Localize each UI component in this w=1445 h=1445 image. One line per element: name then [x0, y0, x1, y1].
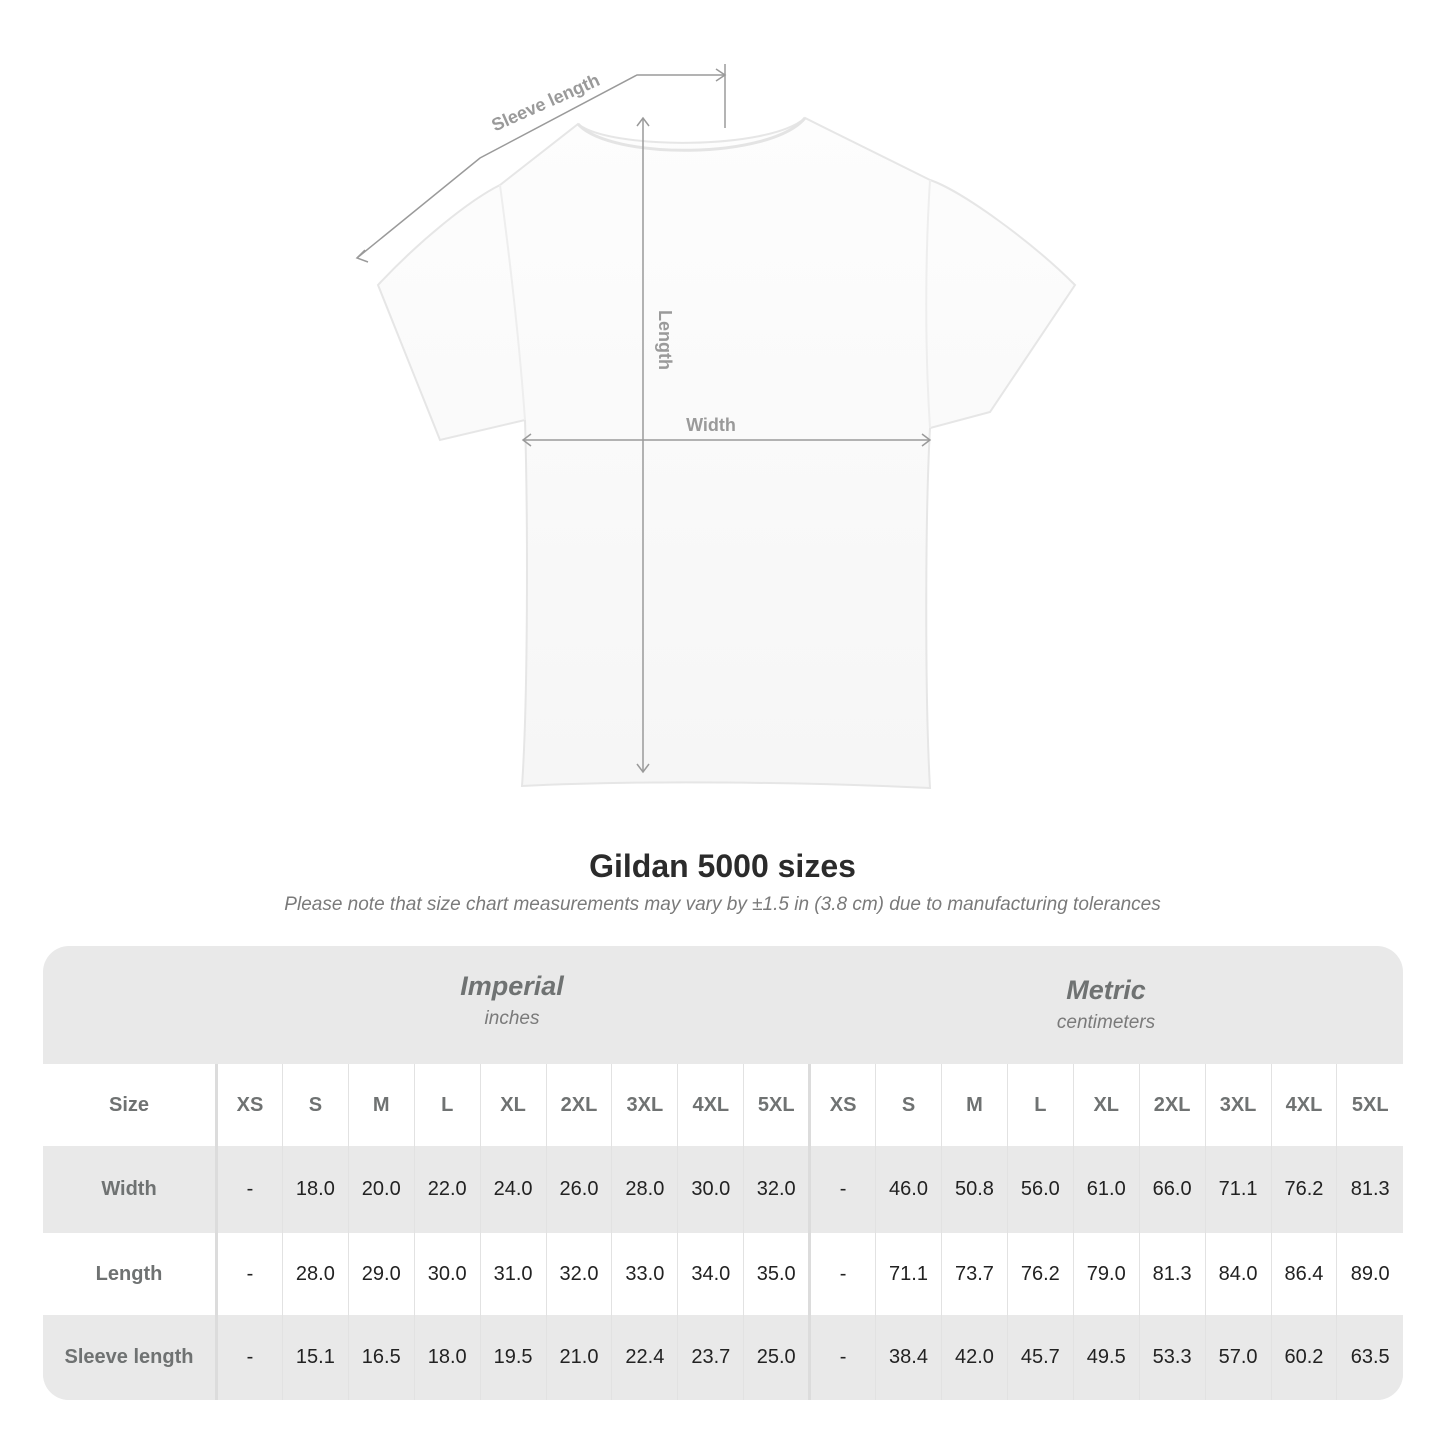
imperial-value-cell: 20.0	[347, 1146, 415, 1233]
length-label: Length	[655, 310, 675, 370]
imperial-title: Imperial	[460, 971, 564, 1001]
imperial-value-cell: 30.0	[677, 1146, 744, 1233]
imperial-value-cell: 31.0	[479, 1233, 547, 1315]
metric-value-cell: 61.0	[1072, 1146, 1140, 1233]
imperial-size-header: S	[281, 1064, 349, 1146]
size-header-row: Size XS S M L XL 2XL 3XL 4XL 5XL XS S M L XL 2XL 3XL 4XL 5…	[43, 1064, 1403, 1146]
imperial-size-header: 4XL	[677, 1064, 744, 1146]
imperial-value-cell: 29.0	[347, 1233, 415, 1315]
table-row: Sleeve length -15.1 16.5 18.0 19.5 21.0 22.4 23…	[43, 1315, 1403, 1400]
size-table: Imperial inches Metric centimeters Size X…	[43, 946, 1403, 1400]
metric-value-cell: 49.5	[1072, 1315, 1140, 1400]
imperial-size-header: XL	[479, 1064, 547, 1146]
imperial-value-cell: 18.0	[413, 1315, 481, 1400]
page-title: Gildan 5000 sizes	[589, 848, 856, 884]
imperial-value-cell: 22.4	[611, 1315, 678, 1400]
imperial-value-cell: 32.0	[545, 1233, 612, 1315]
metric-value-cell: 45.7	[1006, 1315, 1074, 1400]
metric-size-header: XS	[808, 1064, 876, 1146]
metric-value-cell: 76.2	[1270, 1146, 1337, 1233]
metric-value-cell: 46.0	[875, 1146, 942, 1233]
imperial-size-header: 5XL	[743, 1064, 810, 1146]
metric-size-header: 3XL	[1204, 1064, 1271, 1146]
metric-size-header: S	[875, 1064, 942, 1146]
imperial-value-cell: 28.0	[281, 1233, 349, 1315]
row-label: Length	[43, 1233, 218, 1315]
imperial-value-cell: 18.0	[281, 1146, 349, 1233]
sleeve-seams	[499, 179, 931, 429]
tolerance-note: Please note that size chart measurements…	[284, 894, 1161, 915]
metric-size-header: M	[940, 1064, 1008, 1146]
size-grid: Size XS S M L XL 2XL 3XL 4XL 5XL XS S M L XL 2XL 3XL 4XL 5…	[43, 1064, 1403, 1400]
metric-value-cell: 89.0	[1336, 1233, 1403, 1315]
size-label: Size	[43, 1064, 218, 1146]
imperial-unit: inches	[484, 1008, 540, 1029]
imperial-value-cell: 33.0	[611, 1233, 678, 1315]
metric-value-cell: 53.3	[1138, 1315, 1206, 1400]
metric-value-cell: -	[808, 1315, 876, 1400]
imperial-value-cell: 28.0	[611, 1146, 678, 1233]
metric-value-cell: 86.4	[1270, 1233, 1337, 1315]
imperial-header: Imperial inches	[215, 946, 809, 1089]
imperial-value-cell: -	[216, 1233, 283, 1315]
metric-value-cell: 42.0	[940, 1315, 1008, 1400]
width-label: Width	[686, 415, 736, 435]
metric-size-header: XL	[1072, 1064, 1140, 1146]
imperial-value-cell: 19.5	[479, 1315, 547, 1400]
metric-value-cell: -	[808, 1146, 876, 1233]
metric-value-cell: 38.4	[875, 1315, 942, 1400]
metric-unit: centimeters	[1056, 1012, 1156, 1033]
metric-size-header: 5XL	[1336, 1064, 1403, 1146]
metric-size-header: 2XL	[1138, 1064, 1206, 1146]
imperial-value-cell: 23.7	[677, 1315, 744, 1400]
metric-value-cell: 81.3	[1138, 1233, 1206, 1315]
metric-size-header: L	[1006, 1064, 1074, 1146]
metric-value-cell: 71.1	[1204, 1146, 1271, 1233]
collar	[576, 117, 807, 152]
imperial-size-header: M	[347, 1064, 415, 1146]
imperial-value-cell: 22.0	[413, 1146, 481, 1233]
row-label: Sleeve length	[43, 1315, 218, 1400]
metric-value-cell: 73.7	[940, 1233, 1008, 1315]
metric-value-cell: 79.0	[1072, 1233, 1140, 1315]
row-label: Width	[43, 1146, 218, 1233]
metric-value-cell: 84.0	[1204, 1233, 1271, 1315]
imperial-size-header: 2XL	[545, 1064, 612, 1146]
tshirt-shape	[376, 116, 1077, 790]
imperial-value-cell: 24.0	[479, 1146, 547, 1233]
imperial-value-cell: -	[216, 1315, 283, 1400]
imperial-value-cell: 16.5	[347, 1315, 415, 1400]
imperial-value-cell: 35.0	[743, 1233, 810, 1315]
metric-value-cell: 63.5	[1336, 1315, 1403, 1400]
metric-value-cell: 81.3	[1336, 1146, 1403, 1233]
imperial-value-cell: 34.0	[677, 1233, 744, 1315]
imperial-size-header: L	[413, 1064, 481, 1146]
imperial-value-cell: 26.0	[545, 1146, 612, 1233]
imperial-size-header: XS	[216, 1064, 283, 1146]
imperial-size-header: 3XL	[611, 1064, 678, 1146]
metric-value-cell: 76.2	[1006, 1233, 1074, 1315]
table-row: Length -28.0 29.0 30.0 31.0 32.0 33.0 34.0 35.0-…	[43, 1233, 1403, 1315]
imperial-value-cell: 30.0	[413, 1233, 481, 1315]
metric-header: Metric centimeters	[809, 946, 1403, 1093]
metric-value-cell: 71.1	[875, 1233, 942, 1315]
imperial-value-cell: -	[216, 1146, 283, 1233]
metric-value-cell: 60.2	[1270, 1315, 1337, 1400]
tshirt-diagram: Sleeve length Length Width	[355, 64, 1077, 790]
metric-value-cell: 66.0	[1138, 1146, 1206, 1233]
metric-value-cell: 57.0	[1204, 1315, 1271, 1400]
measurement-lines	[355, 64, 932, 774]
table-row: Width -18.0 20.0 22.0 24.0 26.0 28.0 30.0 32.0-4…	[43, 1146, 1403, 1233]
metric-value-cell: 50.8	[940, 1146, 1008, 1233]
metric-title: Metric	[1066, 975, 1146, 1005]
imperial-value-cell: 15.1	[281, 1315, 349, 1400]
imperial-value-cell: 21.0	[545, 1315, 612, 1400]
imperial-value-cell: 25.0	[743, 1315, 810, 1400]
metric-size-header: 4XL	[1270, 1064, 1337, 1146]
metric-value-cell: -	[808, 1233, 876, 1315]
metric-value-cell: 56.0	[1006, 1146, 1074, 1233]
imperial-value-cell: 32.0	[743, 1146, 810, 1233]
